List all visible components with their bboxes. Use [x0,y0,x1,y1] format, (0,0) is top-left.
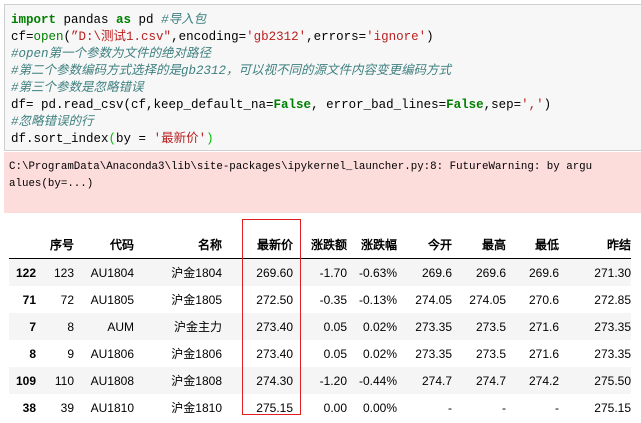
table-cell: 110 [54,373,74,388]
table-cell: 0.05 [323,319,347,334]
table-cell: 270.6 [528,292,559,307]
code-comment: #第三个参数是忽略错误 [11,81,144,95]
table-cell: 0.02% [362,346,397,361]
table-cell: 0.05 [323,346,347,361]
row-index: 38 [22,400,36,415]
table-row: 71 72 AU1805 沪金1805 272.50 -0.35 -0.13% 274.05 2… [9,286,631,313]
column-header: 最新价 [222,230,293,259]
table-cell: 273.40 [256,346,293,361]
highlight-box [242,219,301,415]
table-cell: -1.70 [319,265,347,280]
table-row: 38 39 AU1810 沪金1810 275.15 0.00 0.00% - - - 275.15 [9,394,631,421]
row-index: 122 [15,265,36,280]
table-cell: 274.2 [528,373,559,388]
table-row: 122 123 AU1804 沪金1804 269.60 -1.70 -0.63% 269.6… [9,258,631,286]
dataframe-table: 序号 代码 名称 最新价 涨跌额 涨跌幅 今开 最高 最低 昨结 122 123 AU1804 沪金18… [9,230,631,421]
table-cell: 沪金主力 [173,320,222,334]
table-cell: - [502,400,506,415]
table-row: 109 110 AU1808 沪金1808 274.30 -1.20 -0.44% 274.7… [9,367,631,394]
table-cell: -0.63% [358,265,397,280]
column-header: 序号 [36,230,74,259]
table-cell: 0.02% [362,319,397,334]
column-header: 涨跌幅 [347,230,397,259]
table-cell: 沪金1805 [171,293,222,307]
column-header: 涨跌额 [293,230,347,259]
code-line: import pandas as pd #导入包 [11,13,207,27]
table-cell: AU1806 [90,346,134,361]
code-comment: #忽略错误的行 [11,115,94,129]
row-index: 109 [15,373,36,388]
table-cell: 沪金1808 [171,374,222,388]
code-comment: #第二个参数编码方式选择的是gb2312，可以视不同的源文件内容变更编码方式 [11,64,452,78]
column-header: 今开 [397,230,452,259]
table-cell: 269.60 [256,265,293,280]
table-cell: 123 [53,265,74,280]
table-cell: AUM [107,319,134,334]
table-cell: -0.13% [358,292,397,307]
table-cell: 273.5 [475,346,506,361]
table-cell: 272.50 [256,292,293,307]
table-cell: -0.44% [358,373,397,388]
code-line: cf=open(”D:\测试1.csv″,encoding='gb2312',e… [11,30,434,44]
table-cell: 274.7 [421,373,452,388]
table-cell: 274.05 [415,292,452,307]
table-row: 7 8 AUM 沪金主力 273.40 0.05 0.02% 273.35 273.5 271.6… [9,313,631,340]
table-cell: 275.15 [594,400,631,415]
code-line: df.sort_index(by = '最新价') [11,132,214,146]
table-cell: 273.5 [475,319,506,334]
code-comment: #open第一个参数为文件的绝对路径 [11,47,212,61]
table-cell: 273.35 [415,319,452,334]
table-cell: 273.35 [594,319,631,334]
table-cell: 271.6 [528,346,559,361]
table-cell: 275.15 [256,400,293,415]
row-index: 8 [29,346,36,361]
row-index: 7 [29,319,36,334]
table-cell: 273.35 [594,346,631,361]
table-cell: 0.00 [323,400,347,415]
column-header: 最低 [506,230,559,259]
column-header: 代码 [74,230,134,259]
table-cell: - [555,400,559,415]
table-cell: 273.40 [256,319,293,334]
table-cell: 72 [60,292,74,307]
table-cell: 269.6 [421,265,452,280]
column-header: 名称 [134,230,222,259]
table-cell: 275.50 [594,373,631,388]
table-cell: 沪金1804 [171,266,222,280]
table-cell: 274.05 [469,292,506,307]
table-cell: 273.35 [415,346,452,361]
table-cell: AU1808 [90,373,134,388]
table-cell: 271.30 [594,265,631,280]
table-cell: 269.6 [475,265,506,280]
table-cell: 274.7 [475,373,506,388]
code-line: df= pd.read_csv(cf,keep_default_na=False… [11,98,552,112]
table-cell: 8 [67,319,74,334]
table-cell: -0.35 [319,292,347,307]
table-cell: -1.20 [319,373,347,388]
table-cell: AU1810 [90,400,134,415]
table-cell: 沪金1810 [171,401,222,415]
column-header: 最高 [452,230,506,259]
table-cell: 沪金1806 [171,347,222,361]
table-cell: 271.6 [528,319,559,334]
table-cell: AU1805 [90,292,134,307]
table-cell: AU1804 [90,265,134,280]
column-header [9,230,36,259]
row-index: 71 [22,292,36,307]
table-cell: - [448,400,452,415]
table-cell: 39 [60,400,74,415]
table-cell: 272.85 [594,292,631,307]
table-cell: 269.6 [528,265,559,280]
table-cell: 9 [67,346,74,361]
column-header: 昨结 [559,230,631,259]
table-header-row: 序号 代码 名称 最新价 涨跌额 涨跌幅 今开 最高 最低 昨结 [9,230,631,259]
warning-output: C:\ProgramData\Anaconda3\lib\site-packag… [4,152,641,213]
code-cell[interactable]: import pandas as pd #导入包 cf=open(”D:\测试1… [4,4,641,151]
table-cell: 0.00% [362,400,397,415]
table-cell: 274.30 [256,373,293,388]
table-row: 8 9 AU1806 沪金1806 273.40 0.05 0.02% 273.35 273.5… [9,340,631,367]
